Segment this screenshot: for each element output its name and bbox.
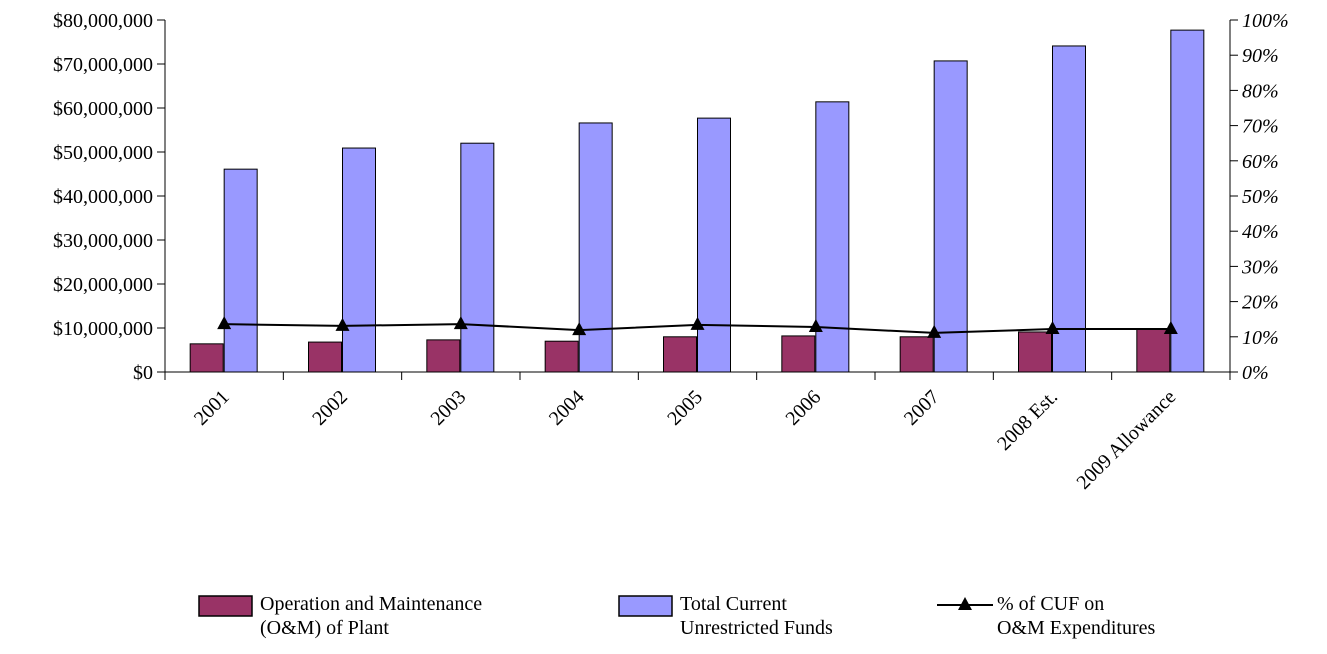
y2-tick-label: 50% (1242, 186, 1279, 208)
bar (189, 343, 224, 373)
bar (544, 340, 579, 373)
y2-tick-label: 0% (1242, 362, 1269, 384)
bar (781, 335, 816, 373)
legend-swatch (198, 595, 253, 617)
y-tick-label: $30,000,000 (53, 230, 153, 252)
line-marker (927, 324, 942, 338)
legend: Operation and Maintenance (O&M) of Plant… (0, 592, 1327, 654)
x-tick-label: 2003 (427, 386, 471, 430)
x-tick-label: 2005 (663, 386, 707, 430)
bar (223, 168, 258, 373)
y-tick-label: $80,000,000 (53, 10, 153, 32)
bar (697, 117, 731, 373)
legend-swatch (618, 595, 673, 617)
line-marker (335, 317, 350, 331)
x-tick-label: 2009 Allowance (1073, 386, 1181, 494)
line-marker (1163, 321, 1178, 335)
y2-tick-label: 20% (1242, 292, 1279, 314)
x-tick-label: 2001 (190, 386, 234, 430)
chart: $0 $10,000,000 $20,000,000 $30,000,000 $40,0… (53, 10, 1289, 494)
bar (1018, 331, 1052, 373)
bar (933, 60, 968, 373)
bar (1136, 328, 1171, 373)
bar (663, 336, 697, 373)
y-tick-label: $60,000,000 (53, 98, 153, 120)
line-marker (1045, 321, 1060, 335)
x-tick-label: 2008 Est. (993, 386, 1062, 455)
legend-label: Operation and Maintenance (O&M) of Plant (260, 593, 483, 639)
y2-tick-label: 30% (1241, 256, 1279, 278)
legend-label: % of CUF on O&M Expenditures (997, 593, 1156, 639)
y-tick-label: $20,000,000 (53, 274, 153, 296)
y2-tick-label: 80% (1242, 80, 1279, 102)
bar (1052, 45, 1086, 373)
x-tick-label: 2004 (545, 386, 589, 430)
y-tick-label: $10,000,000 (53, 318, 153, 340)
legend-box (198, 595, 253, 617)
legend-box (618, 595, 673, 617)
y2-tick-label: 90% (1242, 45, 1279, 67)
legend-swatch (937, 597, 993, 610)
legend-marker (958, 597, 972, 610)
bar (426, 339, 461, 373)
y2-tick-label: 60% (1242, 151, 1279, 173)
y-tick-label: $50,000,000 (53, 142, 153, 164)
line-marker (690, 316, 705, 330)
x-tick-label: 2007 (900, 386, 944, 430)
line-marker (453, 316, 468, 330)
legend-item: Total Current Unrestricted Funds (618, 592, 833, 640)
y-tick-label: $40,000,000 (53, 186, 153, 208)
bar (308, 341, 342, 373)
bar (899, 336, 934, 373)
x-tick-label: 2002 (308, 386, 352, 430)
bar (1170, 29, 1205, 373)
y-tick-label: $70,000,000 (53, 54, 153, 76)
bar (460, 142, 495, 373)
legend-label: Total Current Unrestricted Funds (680, 593, 833, 639)
y2-tick-label: 70% (1242, 116, 1279, 138)
y2-tick-label: 40% (1242, 221, 1279, 243)
legend-item: % of CUF on O&M Expenditures (937, 592, 1155, 640)
line-marker (572, 322, 587, 336)
y2-tick-label: 10% (1242, 327, 1279, 349)
legend-item: Operation and Maintenance (O&M) of Plant (198, 592, 482, 640)
line-marker (217, 316, 232, 330)
line-marker (808, 318, 823, 332)
x-tick-label: 2006 (782, 386, 826, 430)
bar (342, 147, 376, 373)
y-tick-label: $0 (133, 362, 153, 384)
y2-tick-label: 100% (1242, 10, 1289, 32)
